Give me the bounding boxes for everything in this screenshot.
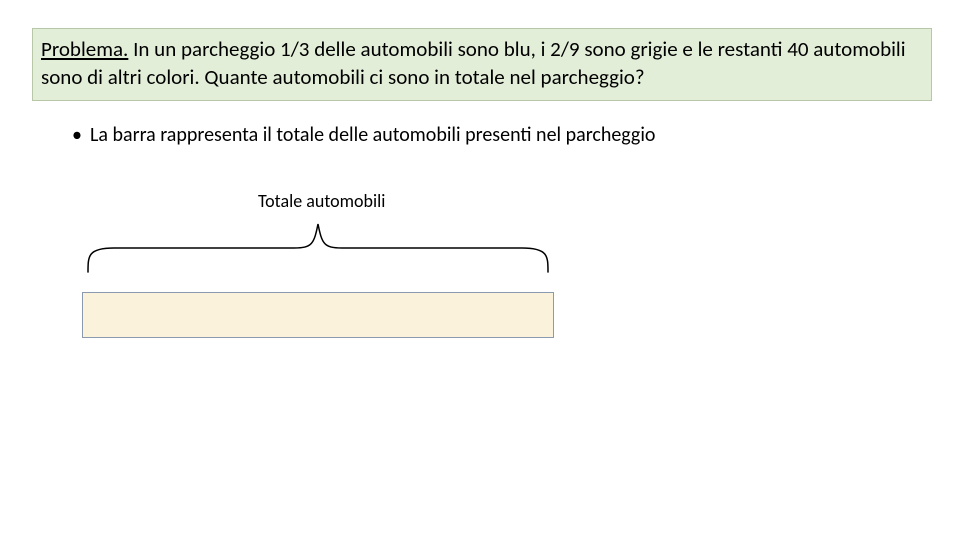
slide: Problema. In un parcheggio 1/3 delle aut… bbox=[0, 0, 960, 540]
bullet-marker: • bbox=[72, 122, 90, 148]
problem-label: Problema. bbox=[41, 36, 128, 62]
brace-icon bbox=[84, 216, 552, 274]
total-bar bbox=[82, 292, 554, 338]
problem-text: In un parcheggio 1/3 delle automobili so… bbox=[41, 36, 906, 90]
problem-box: Problema. In un parcheggio 1/3 delle aut… bbox=[32, 28, 932, 101]
bullet-text: La barra rappresenta il totale delle aut… bbox=[90, 123, 655, 147]
diagram-label: Totale automobili bbox=[258, 190, 385, 212]
bullet-line: •La barra rappresenta il totale delle au… bbox=[72, 122, 892, 148]
